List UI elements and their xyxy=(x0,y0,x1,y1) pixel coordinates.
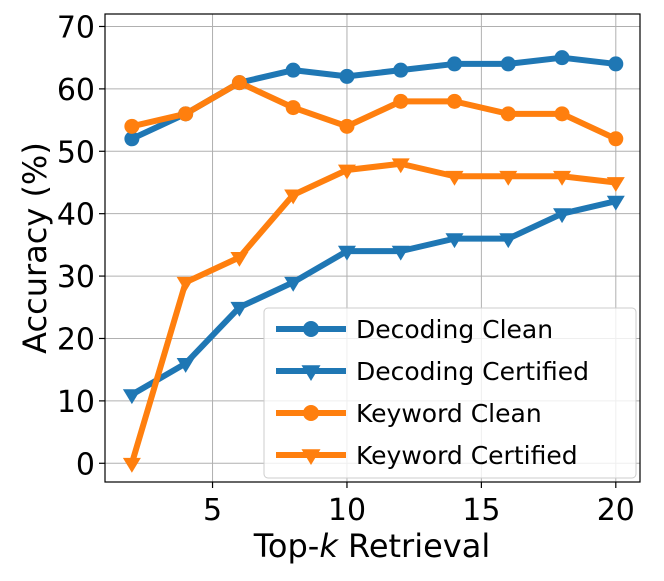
x-axis-title: Top-k Retrieval xyxy=(253,527,490,565)
y-tick-label: 50 xyxy=(57,135,95,170)
plot-frame xyxy=(104,13,641,483)
data-point-keyword-certified xyxy=(606,177,625,192)
data-point-keyword-certified xyxy=(337,164,356,180)
data-point-decoding-clean xyxy=(446,56,462,72)
data-point-keyword-certified xyxy=(122,457,141,473)
data-point-keyword-certified xyxy=(391,158,410,174)
data-point-decoding-certified xyxy=(284,276,303,292)
data-point-decoding-clean xyxy=(124,131,140,147)
y-tick-label: 20 xyxy=(57,322,95,357)
legend-entry: Decoding Certified xyxy=(276,357,589,386)
legend-label: Decoding Certified xyxy=(356,357,589,386)
data-point-decoding-certified xyxy=(445,233,464,249)
data-point-keyword-certified xyxy=(553,170,572,186)
legend-marker xyxy=(303,405,319,421)
y-tick-label: 70 xyxy=(57,10,95,45)
series-line-keyword-certified xyxy=(128,160,619,467)
x-tick-label: 10 xyxy=(328,493,366,528)
y-tick-label: 60 xyxy=(57,73,95,108)
x-tick-label: 5 xyxy=(203,493,222,528)
series-line-keyword-clean xyxy=(128,79,619,142)
data-point-decoding-certified xyxy=(176,358,195,373)
data-point-decoding-certified xyxy=(122,389,141,405)
data-point-decoding-clean xyxy=(608,56,624,72)
legend-marker xyxy=(303,321,319,337)
data-point-keyword-clean xyxy=(393,93,409,109)
data-point-decoding-clean xyxy=(339,68,355,84)
data-point-keyword-certified xyxy=(230,251,249,267)
data-point-keyword-certified xyxy=(499,170,518,186)
data-point-keyword-clean xyxy=(178,106,194,122)
data-point-keyword-clean xyxy=(231,75,247,91)
data-point-keyword-clean xyxy=(285,100,301,116)
data-point-keyword-clean xyxy=(339,118,355,134)
data-point-decoding-certified xyxy=(337,245,356,261)
series-line-decoding-certified xyxy=(128,198,619,398)
legend-marker xyxy=(301,365,321,381)
x-axis-ticks: 5 10 15 20 xyxy=(203,482,635,528)
y-tick-label: 30 xyxy=(57,260,95,295)
legend-label: Keyword Clean xyxy=(356,399,542,428)
y-tick-label: 10 xyxy=(57,385,95,420)
data-point-keyword-certified xyxy=(284,189,303,205)
data-point-decoding-clean xyxy=(554,50,570,66)
y-tick-label: 40 xyxy=(57,198,95,233)
legend-entry: Decoding Clean xyxy=(276,315,553,344)
data-point-keyword-clean xyxy=(608,131,624,147)
data-point-decoding-clean xyxy=(500,56,516,72)
x-tick-label: 20 xyxy=(597,493,635,528)
legend-entry: Keyword Certified xyxy=(276,441,578,470)
data-point-keyword-clean xyxy=(500,106,516,122)
y-axis-ticks: 0 10 20 30 40 50 60 70 xyxy=(57,10,105,482)
series-markers xyxy=(122,50,625,473)
series-lines xyxy=(128,54,619,467)
data-point-keyword-certified xyxy=(445,170,464,186)
legend-entry: Keyword Clean xyxy=(276,399,542,428)
legend-label: Decoding Clean xyxy=(356,315,553,344)
y-tick-label: 0 xyxy=(76,447,95,482)
data-point-decoding-certified xyxy=(230,301,249,317)
data-point-decoding-clean xyxy=(285,62,301,78)
data-point-keyword-clean xyxy=(446,93,462,109)
data-point-keyword-clean xyxy=(554,106,570,122)
data-point-decoding-certified xyxy=(553,208,572,224)
data-point-decoding-certified xyxy=(499,233,518,249)
y-axis-title: Accuracy (%) xyxy=(16,142,54,354)
x-tick-label: 15 xyxy=(462,493,500,528)
data-point-decoding-certified xyxy=(391,245,410,261)
legend-marker xyxy=(301,449,321,465)
legend: Decoding Clean Decoding Certified Keyword … xyxy=(263,307,637,479)
data-point-keyword-certified xyxy=(176,276,195,292)
data-point-decoding-certified xyxy=(606,195,625,211)
series-line-decoding-clean xyxy=(128,54,619,142)
legend-box xyxy=(263,307,637,479)
legend-label: Keyword Certified xyxy=(356,441,578,470)
data-point-decoding-clean xyxy=(393,62,409,78)
data-point-keyword-clean xyxy=(124,118,140,134)
